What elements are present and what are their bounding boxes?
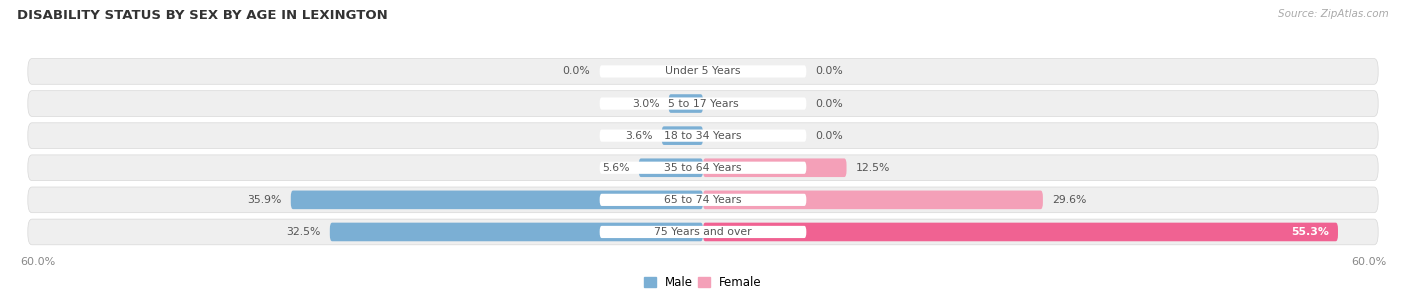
Text: 0.0%: 0.0% <box>815 99 844 109</box>
Text: DISABILITY STATUS BY SEX BY AGE IN LEXINGTON: DISABILITY STATUS BY SEX BY AGE IN LEXIN… <box>17 9 388 22</box>
FancyBboxPatch shape <box>599 65 807 77</box>
FancyBboxPatch shape <box>599 194 807 206</box>
FancyBboxPatch shape <box>599 226 807 238</box>
FancyBboxPatch shape <box>291 191 703 209</box>
Text: 5 to 17 Years: 5 to 17 Years <box>668 99 738 109</box>
Text: Under 5 Years: Under 5 Years <box>665 66 741 77</box>
Text: 0.0%: 0.0% <box>815 66 844 77</box>
Text: 0.0%: 0.0% <box>562 66 591 77</box>
FancyBboxPatch shape <box>599 97 807 109</box>
Text: 3.6%: 3.6% <box>626 131 652 141</box>
FancyBboxPatch shape <box>28 59 1378 84</box>
FancyBboxPatch shape <box>28 91 1378 117</box>
FancyBboxPatch shape <box>703 191 1043 209</box>
FancyBboxPatch shape <box>638 158 703 177</box>
Text: 3.0%: 3.0% <box>631 99 659 109</box>
Text: 35.9%: 35.9% <box>247 195 281 205</box>
Text: 75 Years and over: 75 Years and over <box>654 227 752 237</box>
Text: 18 to 34 Years: 18 to 34 Years <box>664 131 742 141</box>
FancyBboxPatch shape <box>599 162 807 174</box>
Text: 35 to 64 Years: 35 to 64 Years <box>664 163 742 173</box>
Text: 65 to 74 Years: 65 to 74 Years <box>664 195 742 205</box>
FancyBboxPatch shape <box>662 126 703 145</box>
Text: 60.0%: 60.0% <box>1351 257 1386 267</box>
FancyBboxPatch shape <box>703 223 1339 241</box>
Text: 0.0%: 0.0% <box>815 131 844 141</box>
FancyBboxPatch shape <box>703 158 846 177</box>
FancyBboxPatch shape <box>330 223 703 241</box>
FancyBboxPatch shape <box>28 219 1378 245</box>
FancyBboxPatch shape <box>28 123 1378 149</box>
FancyBboxPatch shape <box>28 155 1378 181</box>
Text: Source: ZipAtlas.com: Source: ZipAtlas.com <box>1278 9 1389 19</box>
FancyBboxPatch shape <box>599 130 807 142</box>
Text: 12.5%: 12.5% <box>856 163 890 173</box>
FancyBboxPatch shape <box>28 187 1378 213</box>
FancyBboxPatch shape <box>669 94 703 113</box>
Text: 5.6%: 5.6% <box>602 163 630 173</box>
Text: 55.3%: 55.3% <box>1291 227 1329 237</box>
Legend: Male, Female: Male, Female <box>640 271 766 294</box>
Text: 29.6%: 29.6% <box>1052 195 1087 205</box>
Text: 60.0%: 60.0% <box>20 257 55 267</box>
Text: 32.5%: 32.5% <box>287 227 321 237</box>
